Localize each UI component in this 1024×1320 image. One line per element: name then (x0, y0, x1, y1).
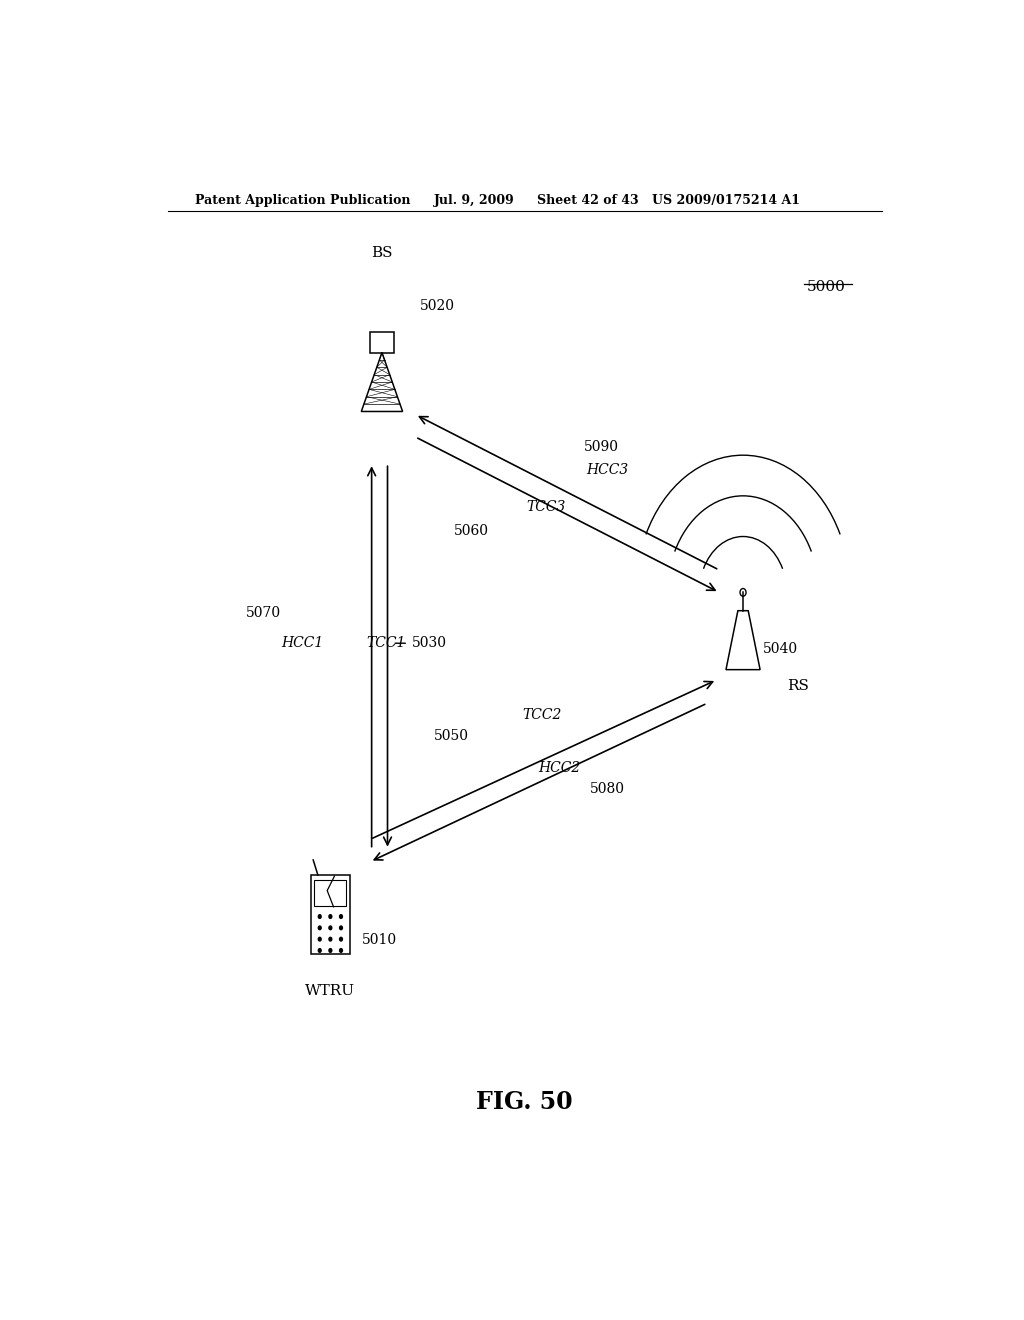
Circle shape (318, 937, 322, 941)
Bar (370, 333, 394, 352)
Circle shape (329, 937, 332, 941)
Circle shape (340, 949, 342, 952)
Text: 5020: 5020 (420, 298, 455, 313)
Circle shape (329, 915, 332, 919)
Text: TCC1: TCC1 (367, 636, 406, 651)
Text: BS: BS (372, 246, 392, 260)
Text: US 2009/0175214 A1: US 2009/0175214 A1 (652, 194, 800, 207)
Text: 5060: 5060 (454, 524, 488, 539)
Text: 5010: 5010 (362, 933, 397, 946)
Text: Jul. 9, 2009: Jul. 9, 2009 (433, 194, 514, 207)
Text: HCC3: HCC3 (587, 463, 629, 478)
Text: 5040: 5040 (763, 643, 798, 656)
Circle shape (340, 937, 342, 941)
Text: HCC1: HCC1 (282, 636, 324, 651)
Text: TCC2: TCC2 (522, 709, 562, 722)
Text: 5000: 5000 (807, 280, 846, 294)
Circle shape (329, 949, 332, 952)
Text: 5090: 5090 (584, 440, 618, 454)
Text: 5070: 5070 (246, 606, 281, 619)
Text: 5050: 5050 (433, 729, 469, 743)
Bar (311, 875, 350, 954)
Text: HCC2: HCC2 (539, 762, 581, 775)
Text: 5080: 5080 (590, 781, 625, 796)
Text: RS: RS (786, 678, 809, 693)
Text: Sheet 42 of 43: Sheet 42 of 43 (537, 194, 638, 207)
Circle shape (340, 927, 342, 929)
Text: Patent Application Publication: Patent Application Publication (196, 194, 411, 207)
Text: 5030: 5030 (412, 636, 447, 651)
Bar (314, 879, 346, 906)
Text: TCC3: TCC3 (526, 500, 566, 513)
Text: FIG. 50: FIG. 50 (476, 1089, 573, 1114)
Circle shape (318, 949, 322, 952)
Circle shape (318, 927, 322, 929)
Circle shape (329, 927, 332, 929)
Circle shape (340, 915, 342, 919)
Circle shape (318, 915, 322, 919)
Text: WTRU: WTRU (305, 983, 355, 998)
